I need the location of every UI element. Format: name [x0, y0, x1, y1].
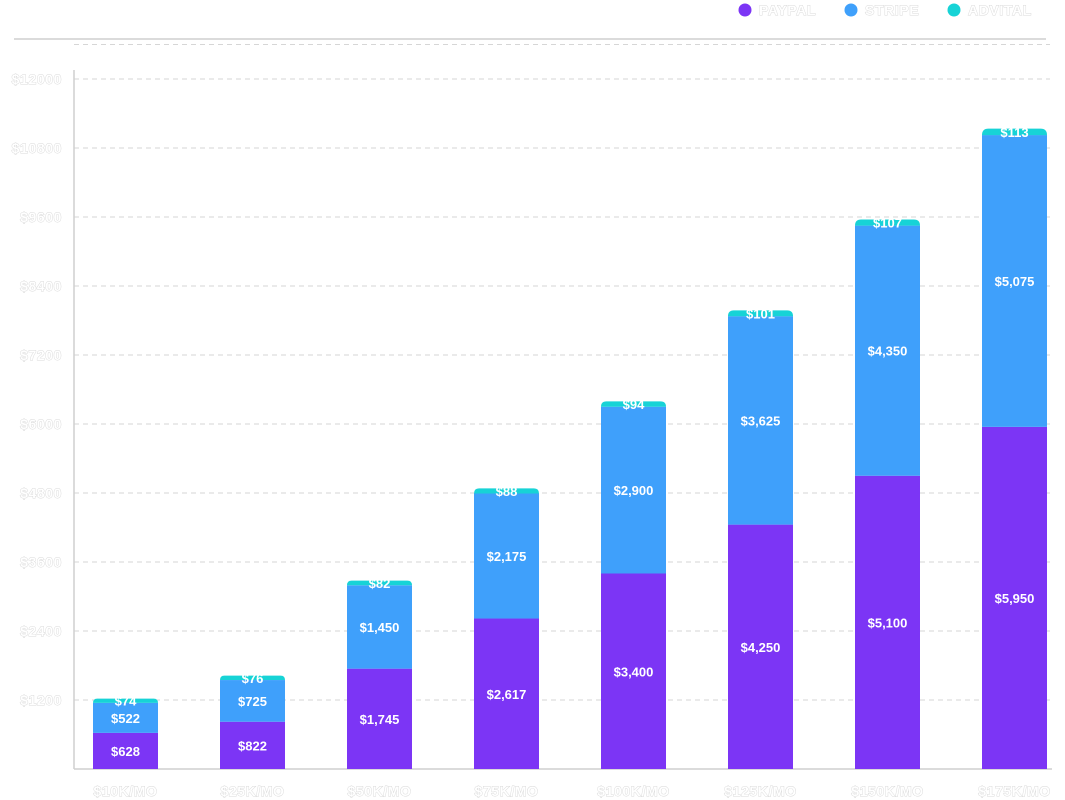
- y-tick-label: $2400: [20, 623, 62, 639]
- data-label-paypal: $628: [111, 744, 140, 759]
- bar-segment-paypal: [93, 732, 158, 769]
- data-label-stripe: $5,075: [995, 274, 1035, 289]
- x-tick-label: $10K/MO: [93, 783, 157, 799]
- bar-segment-paypal: [474, 618, 539, 769]
- data-label-stripe: $1,450: [360, 620, 400, 635]
- bar-segment-paypal: [347, 668, 412, 769]
- data-label-paypal: $1,745: [360, 712, 400, 727]
- bar-segment-advital: [855, 219, 920, 226]
- y-tick-label: $9600: [20, 209, 62, 225]
- bar-segment-advital: [728, 310, 793, 317]
- x-tick-label: $150K/MO: [851, 783, 924, 799]
- bar-segment-advital: [474, 488, 539, 494]
- bar-segment-advital: [93, 698, 158, 703]
- legend-swatch: [947, 3, 961, 17]
- data-label-stripe: $3,625: [741, 413, 781, 428]
- legend-label: STRIPE: [865, 2, 919, 18]
- bar-segment-paypal: [601, 573, 666, 769]
- legend-swatch: [738, 3, 752, 17]
- bar-segment-paypal: [728, 524, 793, 769]
- data-label-paypal: $5,950: [995, 591, 1035, 606]
- y-tick-label: $10800: [12, 140, 62, 156]
- bar-segment-paypal: [982, 426, 1047, 769]
- legend-label: PAYPAL: [759, 2, 816, 18]
- bar-segment-advital: [220, 675, 285, 681]
- x-tick-label: $75K/MO: [474, 783, 538, 799]
- legend-item-paypal: PAYPAL: [738, 2, 816, 18]
- legend-item-stripe: STRIPE: [844, 2, 919, 18]
- data-label-advital: $107: [873, 216, 902, 231]
- x-tick-label: $50K/MO: [347, 783, 411, 799]
- data-label-paypal: $2,617: [487, 687, 527, 702]
- data-label-advital: $94: [623, 397, 645, 412]
- bar-segment-stripe: [982, 135, 1047, 427]
- y-tick-label: $4800: [20, 485, 62, 501]
- data-label-paypal: $5,100: [868, 615, 908, 630]
- data-label-stripe: $2,175: [487, 549, 527, 564]
- data-label-advital: $74: [115, 694, 137, 709]
- data-label-stripe: $2,900: [614, 483, 654, 498]
- bar-segment-stripe: [474, 493, 539, 619]
- data-label-advital: $101: [746, 306, 775, 321]
- data-label-advital: $113: [1000, 125, 1028, 140]
- bar-segment-paypal: [220, 721, 285, 769]
- data-label-stripe: $522: [111, 711, 140, 726]
- data-label-advital: $76: [242, 671, 264, 686]
- legend-swatch: [844, 3, 858, 17]
- x-tick-label: $100K/MO: [597, 783, 670, 799]
- data-label-paypal: $3,400: [614, 664, 654, 679]
- bar-segment-advital: [601, 401, 666, 407]
- data-label-advital: $88: [496, 484, 518, 499]
- bar-segment-stripe: [93, 702, 158, 733]
- y-tick-label: $3600: [20, 554, 62, 570]
- y-tick-label: $12000: [12, 71, 62, 87]
- bar-segment-stripe: [855, 225, 920, 476]
- x-tick-label: $175K/MO: [978, 783, 1051, 799]
- bar-segment-stripe: [220, 680, 285, 722]
- data-label-stripe: $725: [238, 694, 267, 709]
- data-label-paypal: $822: [238, 738, 267, 753]
- legend-label: ADVITAL: [968, 2, 1032, 18]
- y-tick-label: $8400: [20, 278, 62, 294]
- data-label-stripe: $4,350: [868, 344, 908, 359]
- bar-segment-paypal: [855, 475, 920, 769]
- bar-segment-stripe: [601, 406, 666, 574]
- legend-item-advital: ADVITAL: [947, 2, 1032, 18]
- y-tick-label: $7200: [20, 347, 62, 363]
- data-label-advital: $82: [369, 576, 391, 591]
- y-tick-label: $6000: [20, 416, 62, 432]
- bar-segment-advital: [982, 128, 1047, 136]
- bar-segment-stripe: [728, 316, 793, 525]
- bar-segment-stripe: [347, 585, 412, 669]
- x-tick-label: $25K/MO: [220, 783, 284, 799]
- y-tick-label: $1200: [20, 692, 62, 708]
- bar-segment-advital: [347, 580, 412, 586]
- data-label-paypal: $4,250: [741, 640, 781, 655]
- x-tick-label: $125K/MO: [724, 783, 797, 799]
